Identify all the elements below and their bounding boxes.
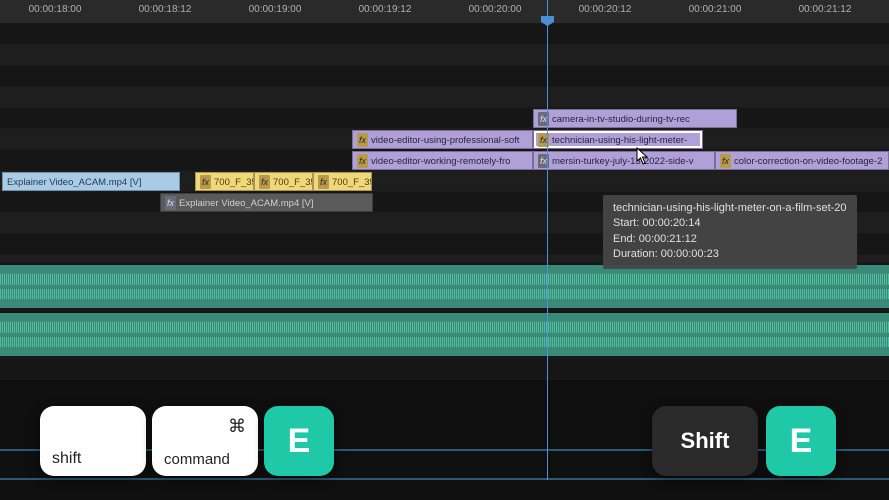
track-v7[interactable] <box>0 66 889 87</box>
track-v5[interactable]: fxcamera-in-tv-studio-during-tv-rec <box>0 108 889 129</box>
ruler-tick: 00:00:21:12 <box>770 0 880 23</box>
keycap-label: shift <box>52 450 81 468</box>
clip-label: 700_F_35 <box>214 177 254 188</box>
fx-badge-icon: fx <box>259 175 270 189</box>
track-spacer <box>0 359 889 380</box>
keycap-label: Shift <box>681 428 730 454</box>
tooltip-start-label: Start: <box>613 217 639 229</box>
clip-label: technician-using-his-light-meter- <box>552 135 687 146</box>
clip-label: camera-in-tv-studio-during-tv-rec <box>552 114 690 125</box>
keycap-label: E <box>288 422 311 461</box>
ruler-tick: 00:00:20:12 <box>550 0 660 23</box>
tooltip-title: technician-using-his-light-meter-on-a-fi… <box>613 201 847 216</box>
clip[interactable]: fxtechnician-using-his-light-meter- <box>533 130 703 149</box>
clip-tooltip: technician-using-his-light-meter-on-a-fi… <box>603 195 857 269</box>
clip-label: mersin-turkey-july-13-2022-side-v <box>552 156 694 167</box>
clip[interactable]: fxvideo-editor-using-professional-soft <box>352 130 533 149</box>
clip-label: video-editor-using-professional-soft <box>371 135 519 146</box>
keycap-label: command <box>164 451 230 468</box>
ruler-tick: 00:00:21:00 <box>660 0 770 23</box>
clip[interactable]: fx700_F_35 <box>195 172 254 191</box>
keycap-e: E <box>264 406 334 476</box>
tooltip-start-value: 00:00:20:14 <box>642 217 700 229</box>
command-symbol-icon: ⌘ <box>228 416 246 437</box>
clip[interactable]: fx700_F_35 <box>313 172 372 191</box>
fx-badge-icon: fx <box>200 175 211 189</box>
tooltip-duration-value: 00:00:00:23 <box>661 248 719 260</box>
clip-label: video-editor-working-remotely-fro <box>371 156 510 167</box>
track-v2[interactable]: Explainer Video_ACAM.mp4 [V]fx700_F_35fx… <box>0 171 889 192</box>
ruler-tick: 00:00:22:00 <box>880 0 889 23</box>
clip[interactable]: fxmersin-turkey-july-13-2022-side-v <box>533 151 715 170</box>
keycap-e: E <box>766 406 836 476</box>
track-v3[interactable]: fxvideo-editor-working-remotely-frofxmer… <box>0 150 889 171</box>
tooltip-end-value: 00:00:21:12 <box>639 233 697 245</box>
fx-badge-icon: fx <box>165 196 176 210</box>
timeline-marker-line <box>0 478 889 480</box>
fx-badge-icon: fx <box>318 175 329 189</box>
audio-waveform[interactable] <box>0 313 889 356</box>
keycap-command: ⌘ command <box>152 406 258 476</box>
ruler-tick: 00:00:19:00 <box>220 0 330 23</box>
playhead[interactable] <box>547 0 548 480</box>
mouse-cursor-icon <box>636 147 650 165</box>
tooltip-duration-label: Duration: <box>613 248 658 260</box>
clip-label: Explainer Video_ACAM.mp4 [V] <box>179 198 313 209</box>
track-v8[interactable] <box>0 45 889 66</box>
clip[interactable]: fx700_F_35 <box>254 172 313 191</box>
keycap-label: E <box>790 422 813 461</box>
clip-label: 700_F_35 <box>332 177 372 188</box>
clip[interactable]: Explainer Video_ACAM.mp4 [V] <box>2 172 180 191</box>
ruler-tick: 00:00:18:12 <box>110 0 220 23</box>
keycap-shift-dark: Shift <box>652 406 758 476</box>
clip-label: Explainer Video_ACAM.mp4 [V] <box>7 177 141 188</box>
track-v9[interactable] <box>0 24 889 45</box>
clip[interactable]: fxcolor-correction-on-video-footage-2 <box>715 151 889 170</box>
clip[interactable]: fxcamera-in-tv-studio-during-tv-rec <box>533 109 737 128</box>
track-a2[interactable] <box>0 311 889 359</box>
ruler-tick: 00:00:20:00 <box>440 0 550 23</box>
ruler-tick: 00:00:19:12 <box>330 0 440 23</box>
audio-waveform[interactable] <box>0 265 889 308</box>
fx-badge-icon: fx <box>720 154 731 168</box>
track-a1[interactable] <box>0 263 889 311</box>
track-v4[interactable]: fxvideo-editor-using-professional-softfx… <box>0 129 889 150</box>
clip-label: 700_F_35 <box>273 177 313 188</box>
fx-badge-icon: fx <box>357 154 368 168</box>
clip[interactable]: fxvideo-editor-working-remotely-fro <box>352 151 533 170</box>
clip-label: color-correction-on-video-footage-2 <box>734 156 882 167</box>
keycap-shift: shift <box>40 406 146 476</box>
ruler-tick: 00:00:18:00 <box>0 0 110 23</box>
clip[interactable]: fxExplainer Video_ACAM.mp4 [V] <box>160 193 373 212</box>
timeline-ruler[interactable]: 00:00:18:00 00:00:18:12 00:00:19:00 00:0… <box>0 0 889 24</box>
track-v6[interactable] <box>0 87 889 108</box>
tooltip-end-label: End: <box>613 233 636 245</box>
fx-badge-icon: fx <box>357 133 368 147</box>
